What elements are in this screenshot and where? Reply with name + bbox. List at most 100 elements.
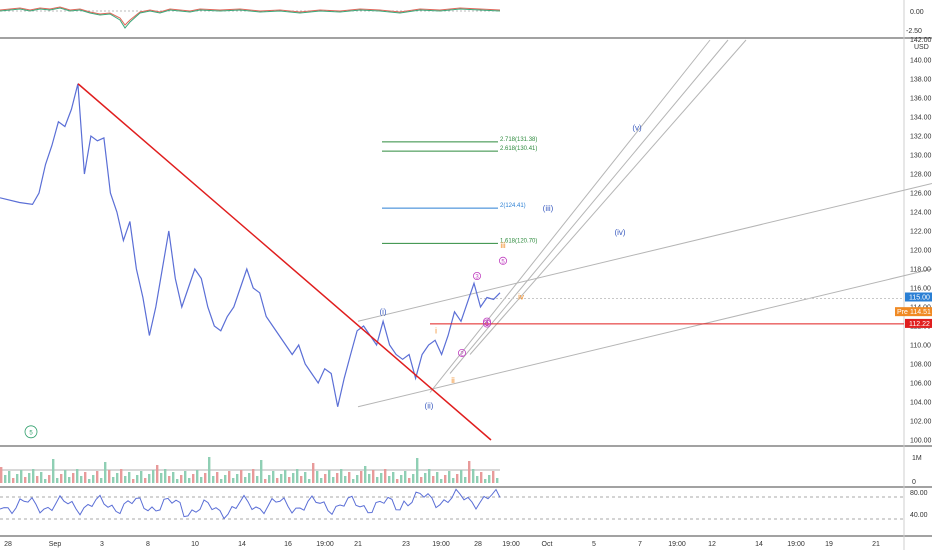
volume-tick-0: 1M — [912, 455, 922, 462]
volume-bar-96 — [384, 469, 387, 483]
volume-bar-115 — [460, 470, 463, 483]
volume-bar-38 — [152, 470, 155, 483]
price-tag-box — [905, 292, 932, 302]
wave-label-10: 2 — [460, 351, 464, 357]
y-tick-label-0: 100.00 — [910, 438, 932, 445]
volume-bar-32 — [128, 472, 131, 483]
volume-bar-111 — [444, 475, 447, 483]
volume-bar-106 — [424, 473, 427, 483]
x-tick-label-14: 5 — [592, 541, 596, 548]
wave-circle-12 — [482, 317, 491, 326]
channel-line-1 — [357, 183, 932, 322]
wave-label-8: iv — [518, 292, 524, 301]
time-axis[interactable]: 28 Sep 3 8 10 14 16 19:00 21 23 19:00 28 19:00 Oct 5 7 1… — [4, 541, 880, 548]
x-tick-label-6: 16 — [284, 541, 292, 548]
y-tick-label-9: 118.00 — [910, 267, 931, 274]
volume-bar-27 — [108, 470, 111, 483]
y-tick-label-17: 134.00 — [910, 115, 932, 122]
volume-bar-66 — [264, 479, 267, 483]
volume-bar-13 — [52, 459, 55, 483]
volume-bar-81 — [324, 474, 327, 483]
wave-label-3: (iv) — [614, 228, 625, 237]
price-series — [0, 83, 501, 407]
volume-bar-62 — [248, 473, 251, 483]
x-tick-label-19: 19:00 — [787, 541, 805, 548]
volume-bar-2 — [8, 471, 11, 483]
volume-bar-55 — [220, 479, 223, 483]
rsi-tick-0: 80.00 — [910, 490, 928, 497]
volume-bar-52 — [208, 457, 211, 483]
channel-line-4 — [469, 39, 747, 355]
volume-bar-89 — [356, 475, 359, 483]
x-tick-label-11: 28 — [474, 541, 482, 548]
volume-bar-69 — [276, 478, 279, 483]
volume-bar-35 — [140, 471, 143, 483]
x-tick-label-21: 21 — [872, 541, 880, 548]
volume-bar-11 — [44, 479, 47, 483]
volume-bar-29 — [116, 473, 119, 483]
wave-label-1: (ii) — [425, 402, 434, 411]
x-tick-label-4: 10 — [191, 541, 199, 548]
wave-circle-14 — [24, 425, 38, 439]
wave-label-6: ii — [451, 376, 455, 385]
volume-bar-113 — [452, 478, 455, 483]
volume-bar-26 — [104, 462, 107, 483]
fib-label-2: 2(124.41) — [500, 203, 526, 209]
volume-bar-58 — [232, 478, 235, 483]
volume-bar-110 — [440, 479, 443, 483]
x-tick-label-18: 14 — [755, 541, 763, 548]
channel-line-2 — [429, 39, 711, 393]
volume-bar-74 — [296, 469, 299, 483]
volume-bar-118 — [472, 469, 475, 483]
premarket-tag-box — [895, 307, 932, 317]
volume-bar-9 — [36, 476, 39, 483]
volume-bar-57 — [228, 471, 231, 483]
currency-label: USD — [914, 44, 929, 51]
volume-bar-5 — [20, 470, 23, 483]
volume-bar-73 — [292, 473, 295, 483]
x-tick-label-15: 7 — [638, 541, 642, 548]
fib-levels: 2.718(131.38) 2.618(130.41) 2(124.41) 1.618… — [382, 137, 537, 244]
volume-bar-60 — [240, 470, 243, 483]
x-tick-label-10: 19:00 — [432, 541, 450, 548]
volume-bar-85 — [340, 469, 343, 483]
volume-bar-76 — [304, 472, 307, 483]
volume-bar-22 — [88, 479, 91, 483]
channel-lines — [357, 39, 932, 408]
volume-bar-105 — [420, 477, 423, 483]
volume-bar-14 — [56, 478, 59, 483]
volume-bar-41 — [164, 469, 167, 483]
volume-bar-8 — [32, 469, 35, 483]
volume-bar-36 — [144, 478, 147, 483]
volume-bar-61 — [244, 477, 247, 483]
top-tick-0: 0.00 — [910, 9, 924, 16]
volume-bar-28 — [112, 477, 115, 483]
channel-line-3 — [449, 39, 729, 374]
volume-bar-24 — [96, 471, 99, 483]
price-axis[interactable]: 100.00 102.00 104.00 106.00 108.00 110.00 112.… — [910, 58, 932, 445]
volume-bar-10 — [40, 472, 43, 483]
volume-bar-64 — [256, 476, 259, 483]
wave-label-13: 5 — [501, 259, 505, 265]
price-tag: 115.00 — [905, 292, 932, 302]
volume-bar-21 — [84, 472, 87, 483]
volume-bar-23 — [92, 475, 95, 483]
volume-bar-119 — [476, 476, 479, 483]
y-tick-label-19: 138.00 — [910, 77, 932, 84]
volume-bar-100 — [400, 475, 403, 483]
volume-bar-108 — [432, 476, 435, 483]
volume-bar-18 — [72, 473, 75, 483]
volume-bar-104 — [416, 458, 419, 483]
volume-bar-31 — [124, 476, 127, 483]
downtrend-line[interactable] — [77, 83, 492, 441]
wave-circle-13 — [498, 256, 507, 265]
volume-bar-67 — [268, 475, 271, 483]
volume-bar-1 — [4, 475, 7, 483]
volume-bar-103 — [412, 474, 415, 483]
volume-bar-97 — [388, 476, 391, 483]
support-tag-box — [905, 318, 932, 328]
wave-circle-9 — [482, 319, 491, 328]
